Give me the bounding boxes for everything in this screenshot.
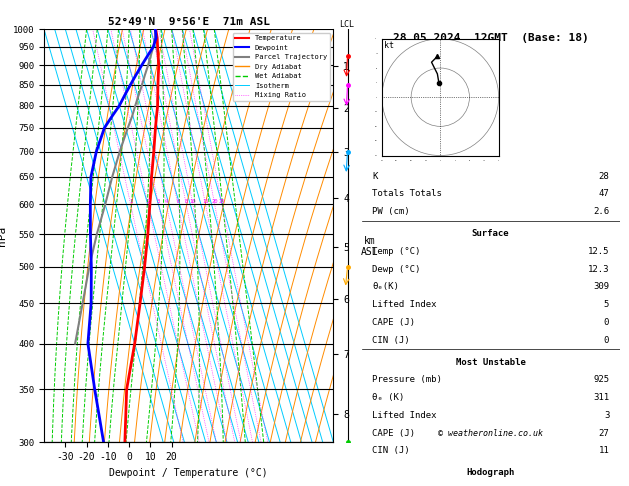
Y-axis label: hPa: hPa (0, 226, 8, 246)
Text: Temp (°C): Temp (°C) (372, 247, 420, 256)
Text: 6: 6 (176, 199, 179, 205)
Text: Totals Totals: Totals Totals (372, 190, 442, 198)
Text: 1: 1 (129, 199, 132, 205)
Text: 15: 15 (202, 199, 209, 205)
Text: 25: 25 (219, 199, 225, 205)
Text: θₑ (K): θₑ (K) (372, 393, 404, 402)
X-axis label: Dewpoint / Temperature (°C): Dewpoint / Temperature (°C) (109, 468, 268, 478)
Text: 4: 4 (165, 199, 168, 205)
Text: Surface: Surface (472, 229, 509, 238)
Text: 28: 28 (599, 172, 610, 181)
Text: © weatheronline.co.uk: © weatheronline.co.uk (438, 429, 543, 438)
Text: LCL: LCL (339, 20, 354, 29)
Text: 27: 27 (599, 429, 610, 437)
Text: θₑ(K): θₑ(K) (372, 282, 399, 292)
Y-axis label: km
ASL: km ASL (361, 236, 379, 257)
Text: CAPE (J): CAPE (J) (372, 318, 415, 327)
Text: Dewp (°C): Dewp (°C) (372, 265, 420, 274)
Text: 12.5: 12.5 (587, 247, 610, 256)
Text: 2.6: 2.6 (593, 207, 610, 216)
Text: CAPE (J): CAPE (J) (372, 429, 415, 437)
Text: 309: 309 (593, 282, 610, 292)
Text: 47: 47 (599, 190, 610, 198)
Text: PW (cm): PW (cm) (372, 207, 409, 216)
Text: 311: 311 (593, 393, 610, 402)
Text: 925: 925 (593, 375, 610, 384)
Text: 3: 3 (157, 199, 160, 205)
Text: 0: 0 (604, 318, 610, 327)
Text: Pressure (mb): Pressure (mb) (372, 375, 442, 384)
Text: 28.05.2024  12GMT  (Base: 18): 28.05.2024 12GMT (Base: 18) (392, 34, 589, 43)
Text: Lifted Index: Lifted Index (372, 411, 437, 420)
Text: 11: 11 (599, 446, 610, 455)
Text: 0: 0 (604, 336, 610, 345)
Title: 52°49'N  9°56'E  71m ASL: 52°49'N 9°56'E 71m ASL (108, 17, 270, 27)
Text: CIN (J): CIN (J) (372, 336, 409, 345)
Text: 3: 3 (604, 411, 610, 420)
Text: 20: 20 (211, 199, 218, 205)
Legend: Temperature, Dewpoint, Parcel Trajectory, Dry Adiabat, Wet Adiabat, Isotherm, Mi: Temperature, Dewpoint, Parcel Trajectory… (233, 33, 330, 101)
Text: K: K (372, 172, 377, 181)
Text: Lifted Index: Lifted Index (372, 300, 437, 309)
Text: kt: kt (384, 41, 394, 50)
Text: CIN (J): CIN (J) (372, 446, 409, 455)
Text: 10: 10 (190, 199, 196, 205)
Text: 8: 8 (184, 199, 188, 205)
Text: 2: 2 (146, 199, 150, 205)
Text: Most Unstable: Most Unstable (455, 358, 526, 366)
Text: 12.3: 12.3 (587, 265, 610, 274)
Text: 5: 5 (604, 300, 610, 309)
Text: Hodograph: Hodograph (467, 469, 515, 477)
